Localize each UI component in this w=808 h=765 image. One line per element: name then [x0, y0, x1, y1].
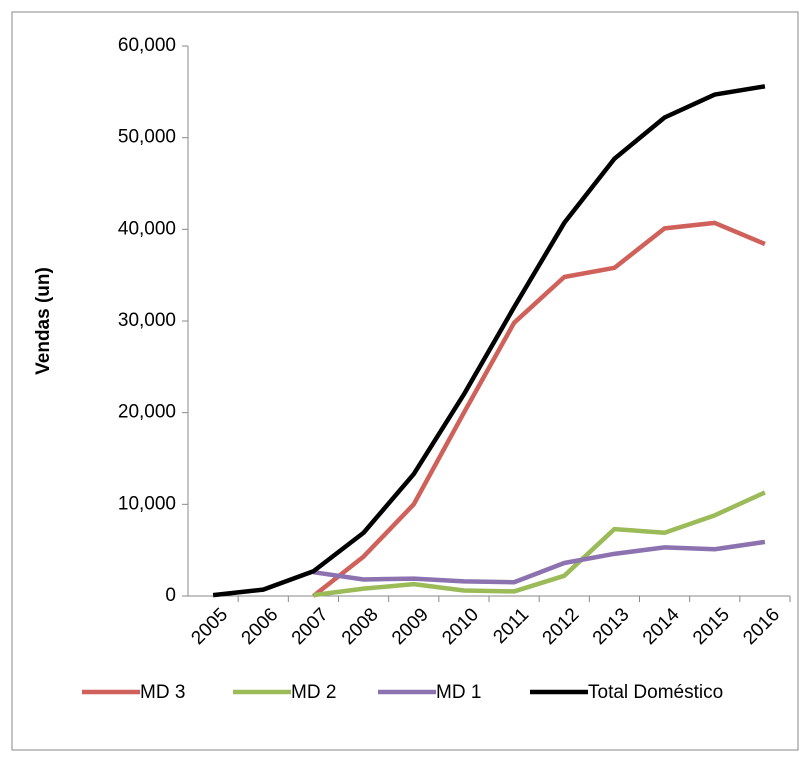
- legend-label: MD 3: [140, 682, 185, 703]
- y-tick-label: 0: [165, 585, 176, 606]
- legend-label: MD 2: [291, 682, 336, 703]
- y-tick-label: 30,000: [118, 310, 176, 331]
- chart-border: [11, 11, 799, 751]
- series-line: [212, 84, 766, 598]
- y-tick-label: 20,000: [118, 402, 176, 423]
- y-tick-label: 60,000: [118, 35, 176, 56]
- legend-label: MD 1: [436, 682, 481, 703]
- y-tick-label: 40,000: [118, 218, 176, 239]
- legend-label: Total Doméstico: [588, 682, 723, 703]
- series-line: [313, 490, 766, 598]
- series-line: [312, 220, 766, 598]
- series-line: [313, 539, 766, 585]
- y-tick-label: 10,000: [118, 493, 176, 514]
- y-tick-label: 50,000: [118, 127, 176, 148]
- y-axis-title: Vendas (un): [33, 267, 54, 375]
